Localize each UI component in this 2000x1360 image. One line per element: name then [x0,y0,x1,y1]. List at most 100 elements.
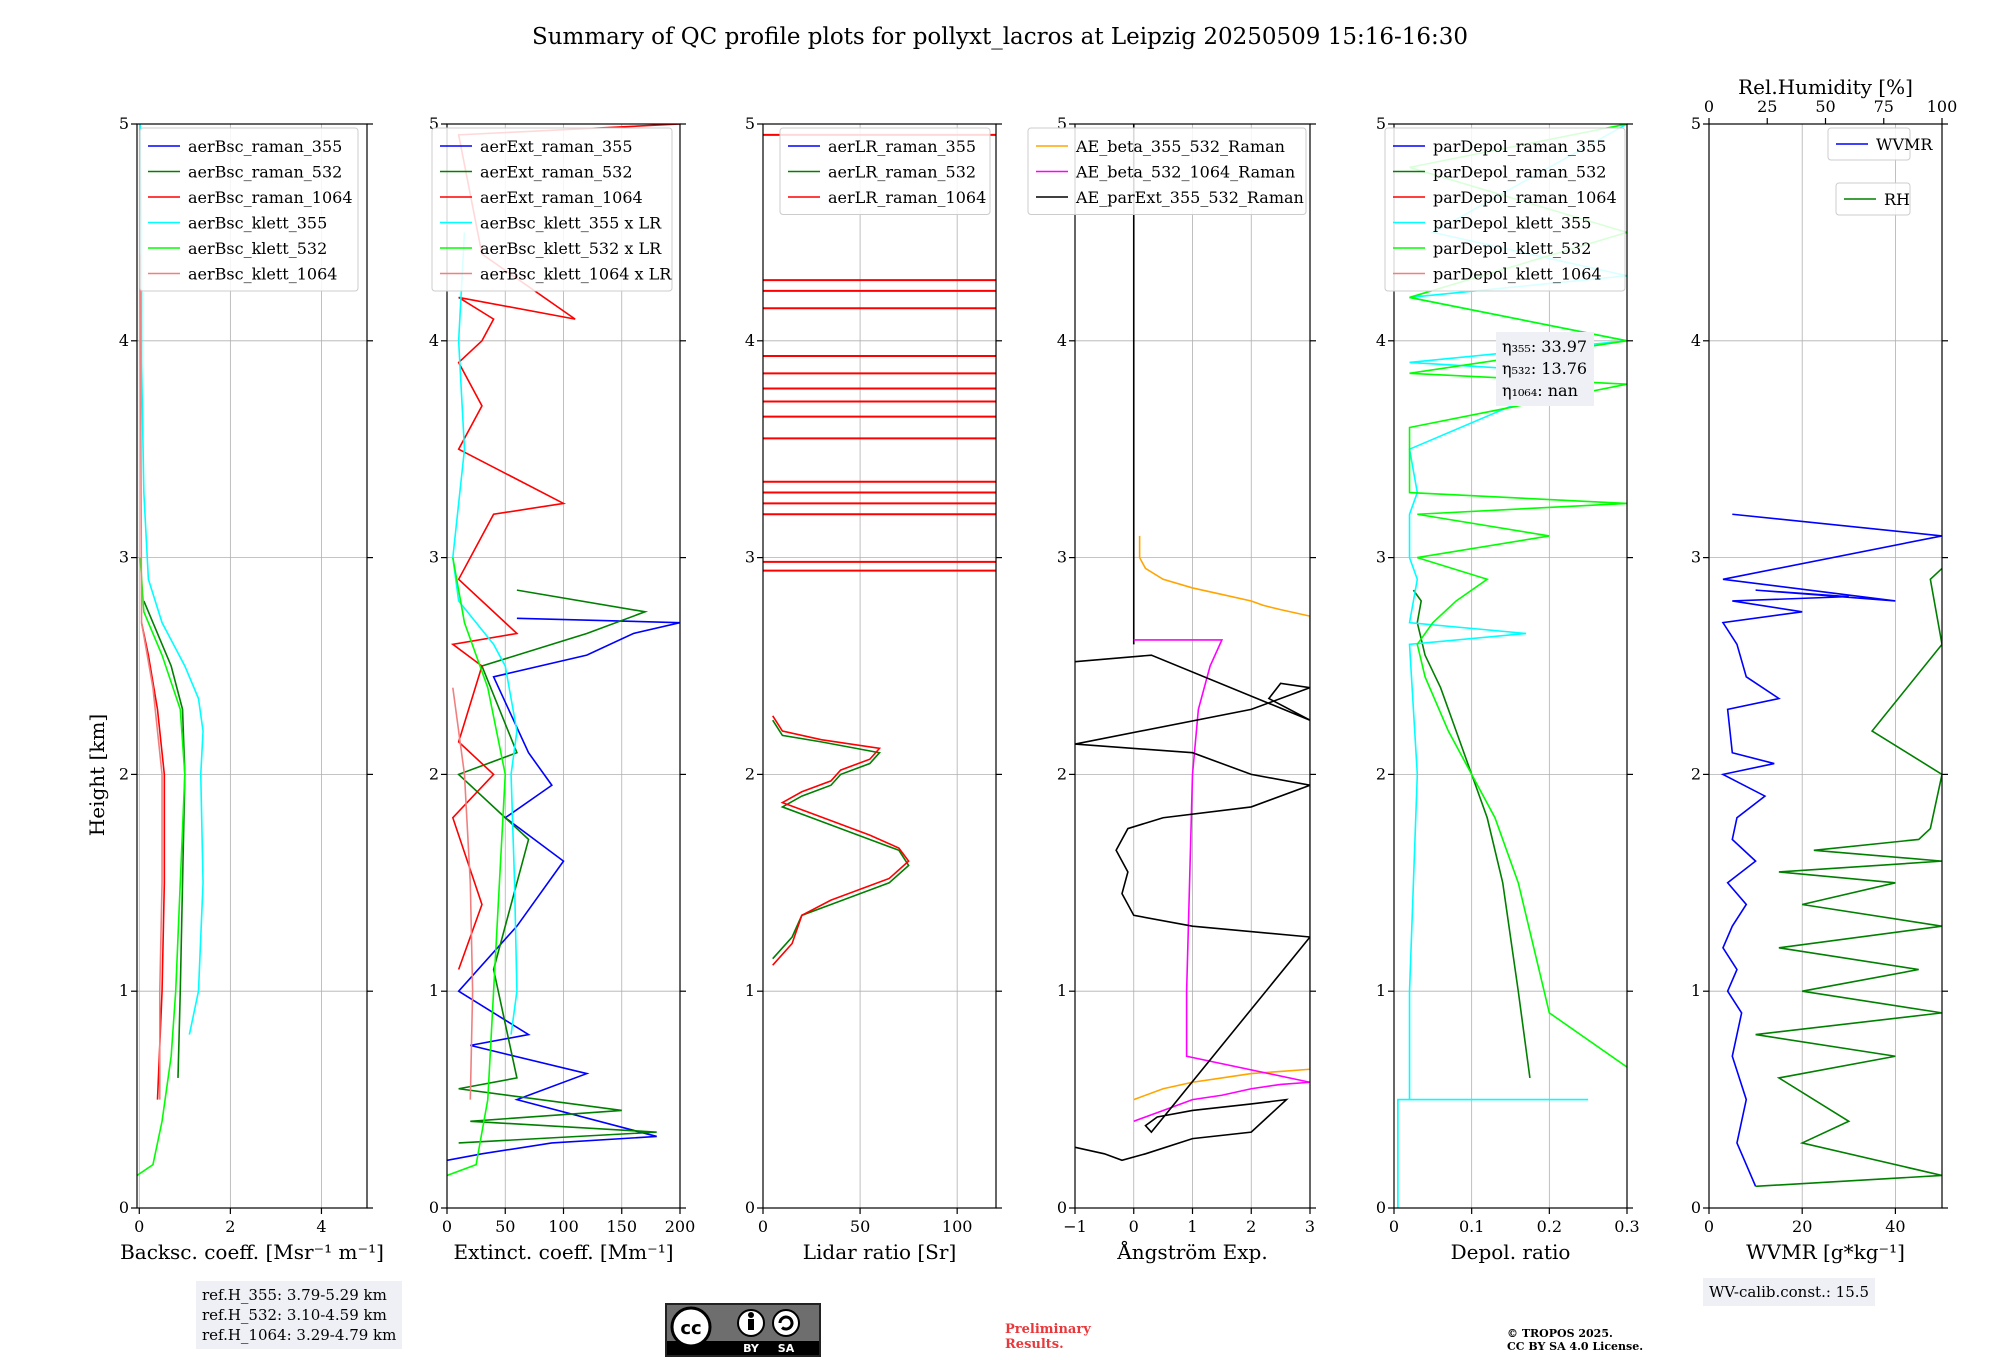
x-axis-label: WVMR [g*kg⁻¹] [1746,1240,1905,1264]
y-tick-label: 2 [1691,764,1701,783]
y-tick-label: 0 [1376,1198,1386,1217]
x-tick-label: 100 [548,1217,579,1236]
cc-by-text: BY [743,1342,760,1355]
x-tick-label: 1 [1187,1217,1197,1236]
y-tick-label: 1 [1057,981,1067,1000]
legend-box-2: RH [1835,182,1911,216]
x-tick-label: 40 [1885,1217,1905,1236]
legend: aerLR_raman_355 aerLR_raman_532 aerLR_rama… [779,127,991,215]
legend-entry: aerBsc_klett_532 [188,239,327,258]
y-tick-label: 0 [745,1198,755,1217]
x-tick-label: 50 [495,1217,515,1236]
y-tick-label: 5 [1376,114,1386,133]
x2-tick-label: 75 [1874,97,1894,116]
series-line-aerbsc-raman-1064 [140,622,166,1100]
legend-entry: parDepol_klett_355 [1433,214,1591,233]
series-line-aerbsc-raman-532 [143,600,186,1078]
x-tick-label: 4 [316,1217,326,1236]
legend-entry: AE_parExt_355_532_Raman [1075,188,1304,207]
series-line-ae-beta-532-1064-raman [1133,639,1310,1123]
legend-entry: RH [1884,190,1910,209]
legend-entry: WVMR [1876,135,1933,154]
copyright-line-1: © TROPOS 2025. [1507,1327,1613,1340]
copyright-line-2: CC BY SA 4.0 License. [1507,1340,1644,1353]
x2-tick-label: 100 [1927,97,1958,116]
x-tick-label: 0 [442,1217,452,1236]
series-line-pardepol-raman-532 [1412,589,1531,1079]
wv-calib-box: WV-calib.const.: 15.5 [1703,1278,1876,1306]
x-axis-label: Backsc. coeff. [Msr⁻¹ m⁻¹] [120,1240,384,1264]
legend-entry: aerLR_raman_355 [828,137,976,156]
series-line-aerbsc-klett-532-x-lr [447,557,507,1177]
y-tick-label: 3 [745,548,755,567]
y-tick-label: 0 [1057,1198,1067,1217]
y-tick-label: 2 [429,764,439,783]
x-tick-label: 50 [850,1217,870,1236]
y-tick-label: 3 [1691,548,1701,567]
x-tick-label: 0.3 [1614,1217,1639,1236]
x-tick-label: 0.1 [1459,1217,1484,1236]
copyright-note: © TROPOS 2025. CC BY SA 4.0 License. [1507,1327,1643,1353]
x-axis-label: Extinct. coeff. [Mm⁻¹] [453,1240,673,1264]
y-tick-label: 4 [429,331,439,350]
y-tick-label: 0 [119,1198,129,1217]
legend-frame [1384,127,1626,292]
y-tick-label: 3 [1376,548,1386,567]
ref-height-532: ref.H_532: 3.10-4.59 km [202,1306,387,1324]
y-tick-label: 1 [119,981,129,1000]
y-tick-label: 4 [1057,331,1067,350]
y-tick-label: 5 [1691,114,1701,133]
y-tick-label: 3 [429,548,439,567]
legend: AE_beta_355_532_Raman AE_beta_532_1064_Ra… [1027,127,1307,215]
y-tick-label: 1 [429,981,439,1000]
y-tick-label: 0 [429,1198,439,1217]
y-tick-label: 4 [745,331,755,350]
series-line-aerlr-raman-532 [772,719,910,960]
legend-entry: aerExt_raman_1064 [480,188,643,207]
axes-frame [136,123,368,1209]
panel-3: 0 50 100 0 1 2 3 4 5 Lidar ratio [Sr] aerLR_raman_… [745,114,1002,1264]
series-line-aerbsc-klett-1064 [139,254,163,1100]
y-tick-label: 1 [745,981,755,1000]
series-line-aerext-raman-355 [447,617,680,1162]
panel-2: 0 50 100 150 200 0 1 2 3 4 5 Extinct. coeff. [Mm⁻¹]… [429,114,695,1264]
x-tick-label: 0 [134,1217,144,1236]
y-tick-label: 5 [745,114,755,133]
y-tick-label: 4 [119,331,129,350]
series-group [447,124,680,1177]
series-line-pardepol-klett-532 [1408,124,1627,1068]
x2-tick-label: 50 [1815,97,1835,116]
y-tick-label: 5 [119,114,129,133]
legend-entry: aerExt_raman_532 [480,163,633,182]
x-tick-label: 0 [1704,1217,1714,1236]
series-group [137,124,204,1177]
legend-entry: aerLR_raman_1064 [828,188,986,207]
y-tick-label: 1 [1376,981,1386,1000]
preliminary-results-note: Preliminary Results. [1005,1322,1091,1352]
x-axis-label: Depol. ratio [1451,1240,1571,1264]
legend-entry: parDepol_klett_532 [1433,239,1591,258]
ref-height-355: ref.H_355: 3.79-5.29 km [202,1286,387,1304]
series-line-wvmr [1720,513,1942,1187]
y-axis-label: Height [km] [85,714,109,836]
x-tick-label: 0 [758,1217,768,1236]
eta-label: η₁₀₆₄: nan [1502,381,1578,400]
axes-frame [762,123,997,1209]
y-tick-label: 2 [1057,764,1067,783]
x-axis-label: Lidar ratio [Sr] [803,1240,957,1264]
x-tick-label: 0 [1129,1217,1139,1236]
x-tick-label: 200 [665,1217,696,1236]
legend: parDepol_raman_355 parDepol_raman_532 parD… [1384,127,1626,292]
y-tick-label: 2 [119,764,129,783]
x-tick-label: 3 [1305,1217,1315,1236]
legend-entry: parDepol_raman_532 [1433,163,1606,182]
legend-entry: aerExt_raman_355 [480,137,633,156]
eta-box [1496,332,1594,406]
legend-box-1: WVMR [1827,127,1933,161]
ref-height-1064: ref.H_1064: 3.29-4.79 km [202,1326,397,1344]
eta-label: η₃₅₅: 33.97 [1502,337,1587,356]
eta-annotation: η₃₅₅: 33.97 η₅₃₂: 13.76 η₁₀₆₄: nan [1496,332,1594,406]
legend-entry: parDepol_raman_355 [1433,137,1606,156]
y-tick-label: 4 [1376,331,1386,350]
